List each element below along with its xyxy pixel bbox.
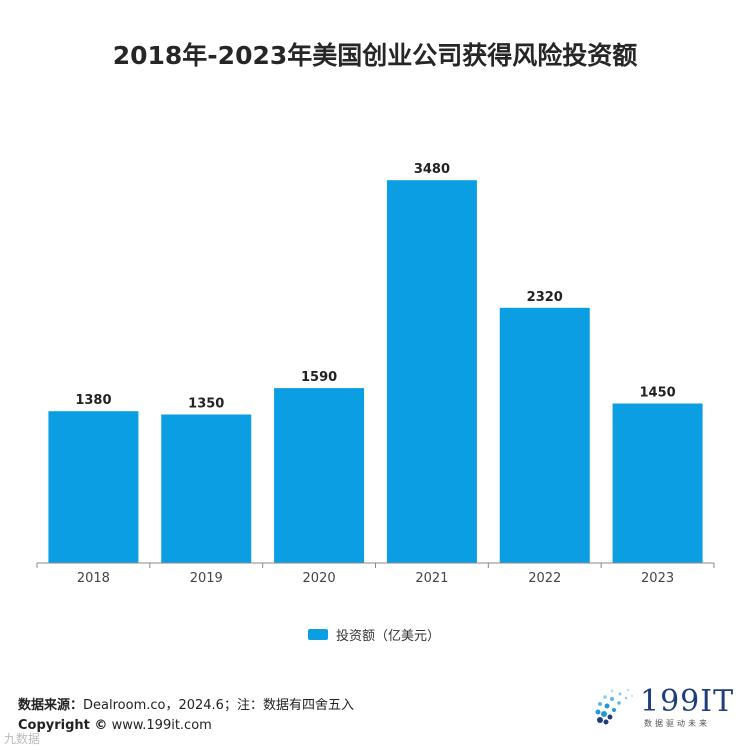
bar-2019: [161, 414, 252, 563]
data-source: 数据来源：Dealroom.co，2024.6；注：数据有四舍五入: [18, 694, 354, 713]
bar-2023: [612, 403, 703, 563]
bar-2018: [48, 411, 139, 563]
bar-2020: [274, 388, 365, 563]
source-text: Dealroom.co，2024.6；注：数据有四舍五入: [83, 698, 354, 713]
watermark: 九数据: [4, 732, 41, 746]
bars-layer: [48, 180, 703, 563]
x-tick-label-2021: 2021: [415, 571, 448, 586]
x-tick-label-2019: 2019: [190, 571, 223, 586]
x-tick-label-2020: 2020: [303, 571, 336, 586]
source-label: 数据来源：: [18, 698, 84, 713]
x-tick-label-2018: 2018: [77, 571, 110, 586]
bar-chart: 1380 1350 1590 3480 2320 1450 2018 2019 2020 202…: [36, 162, 715, 586]
legend-swatch: [308, 629, 328, 640]
x-tick-label-2023: 2023: [641, 571, 674, 586]
data-label-2020: 1590: [301, 370, 337, 385]
data-label-2021: 3480: [414, 162, 450, 177]
bar-2022: [499, 307, 590, 563]
copyright-label: Copyright ©: [18, 718, 108, 733]
x-axis: 2018 2019 2020 2021 2022 2023: [36, 562, 715, 586]
logo-slogan: 数据驱动未来: [644, 718, 710, 728]
brand-logo: 199IT 数据驱动未来: [590, 684, 734, 730]
chart-title: 2018年-2023年美国创业公司获得风险投资额: [112, 41, 638, 70]
logo-name: 199IT: [640, 683, 735, 719]
x-tick-label-2022: 2022: [528, 571, 561, 586]
logo-dots-icon: [595, 688, 633, 725]
copyright: Copyright © www.199it.com: [18, 718, 212, 733]
data-label-2019: 1350: [188, 397, 224, 412]
bar-2021: [386, 180, 477, 563]
data-label-2023: 1450: [639, 386, 675, 401]
copyright-url: www.199it.com: [111, 718, 212, 733]
legend-label: 投资额（亿美元）: [336, 629, 441, 644]
data-labels-layer: 1380 1350 1590 3480 2320 1450: [75, 162, 675, 411]
legend: 投资额（亿美元）: [308, 625, 440, 644]
data-label-2022: 2320: [527, 290, 563, 305]
data-label-2018: 1380: [75, 393, 111, 408]
